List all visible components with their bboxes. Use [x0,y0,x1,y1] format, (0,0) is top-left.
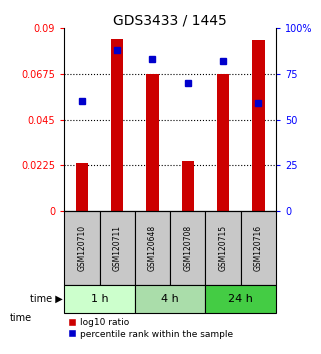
Text: GSM120716: GSM120716 [254,225,263,271]
Text: GSM120715: GSM120715 [219,225,228,271]
FancyBboxPatch shape [100,211,135,285]
Text: time ▶: time ▶ [30,294,62,304]
Text: GSM120711: GSM120711 [113,225,122,271]
Text: 4 h: 4 h [161,294,179,304]
Legend: log10 ratio, percentile rank within the sample: log10 ratio, percentile rank within the … [69,318,233,339]
FancyBboxPatch shape [205,211,241,285]
FancyBboxPatch shape [64,285,135,313]
Text: 24 h: 24 h [228,294,253,304]
FancyBboxPatch shape [135,211,170,285]
Bar [182,161,194,211]
Text: GSM120710: GSM120710 [77,225,86,271]
Bar [217,74,229,211]
Title: GDS3433 / 1445: GDS3433 / 1445 [113,13,227,27]
Text: GSM120708: GSM120708 [183,225,192,271]
Bar [76,163,88,211]
FancyBboxPatch shape [205,285,276,313]
FancyBboxPatch shape [64,211,100,285]
Bar [111,39,123,211]
Text: 1 h: 1 h [91,294,108,304]
Text: time: time [10,313,32,324]
Bar [146,74,159,211]
FancyBboxPatch shape [135,285,205,313]
Text: GSM120648: GSM120648 [148,225,157,271]
Bar [252,40,265,211]
FancyBboxPatch shape [241,211,276,285]
FancyBboxPatch shape [170,211,205,285]
